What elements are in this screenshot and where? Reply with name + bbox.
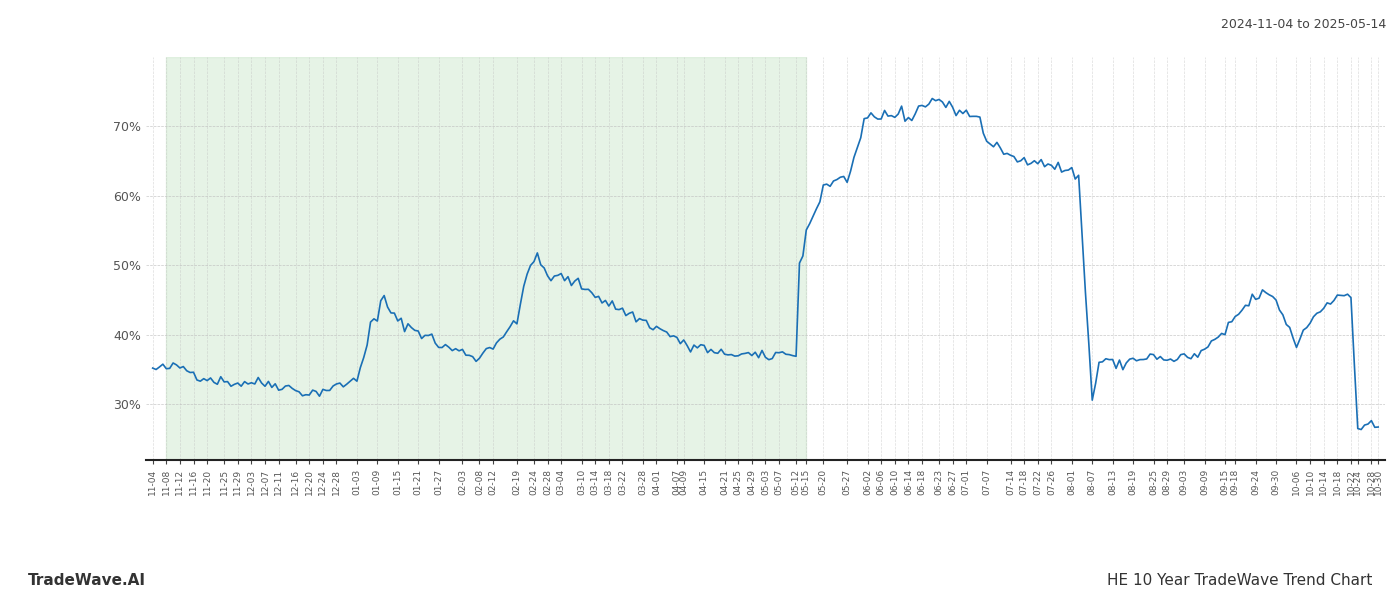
Text: HE 10 Year TradeWave Trend Chart: HE 10 Year TradeWave Trend Chart bbox=[1106, 573, 1372, 588]
Text: TradeWave.AI: TradeWave.AI bbox=[28, 573, 146, 588]
Bar bbox=[167, 57, 806, 460]
Text: 2024-11-04 to 2025-05-14: 2024-11-04 to 2025-05-14 bbox=[1221, 18, 1386, 31]
